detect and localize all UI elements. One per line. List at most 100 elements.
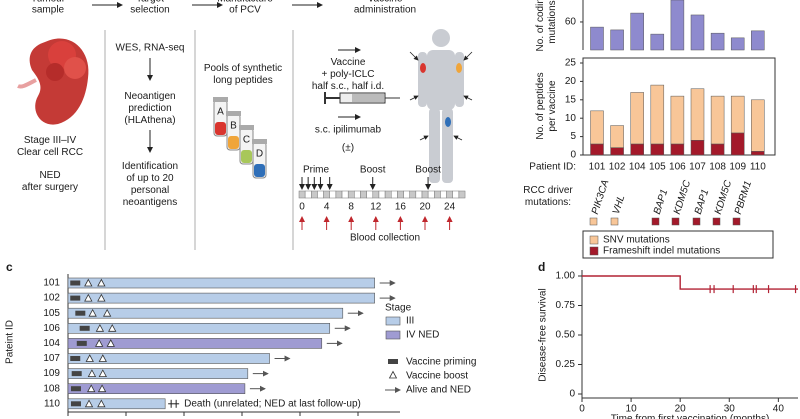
driver-square (692, 217, 701, 226)
step-header: Manufactureof PCV (217, 0, 273, 15)
timeline-cell (298, 190, 306, 199)
patient-id: 101 (43, 278, 60, 289)
driver-square (651, 217, 660, 226)
gene-name: KDM5C (713, 178, 735, 215)
tube-cap (226, 111, 241, 116)
legend-boost (388, 370, 398, 379)
timeline-cell (347, 190, 355, 199)
timeline-cell (397, 190, 404, 199)
y-tick-label: 0 (569, 389, 575, 400)
peptide-pools: Pools of synthetic long peptides (204, 63, 282, 86)
y-tick-label: 0 (570, 150, 576, 161)
tube-liquid (254, 164, 265, 177)
timeline-cell (440, 190, 447, 199)
week-tick-label: 12 (370, 202, 382, 213)
driver-label-line: RCC driver (523, 185, 573, 196)
boost (87, 369, 97, 377)
tumour-status-line: after surgery (22, 182, 78, 193)
vaccine-text: Vaccine + poly-ICLC half s.c., half i.d. (312, 57, 384, 92)
week-tick-label: 4 (324, 202, 330, 213)
bar-segment (670, 95, 685, 145)
followup-bar (67, 368, 249, 379)
tube-label: A (217, 107, 224, 118)
boost (108, 323, 117, 332)
bar-segment (690, 140, 705, 156)
tube-cap (252, 139, 267, 144)
patient-id: 102 (609, 162, 626, 173)
patient-id: 104 (629, 162, 646, 173)
boost (97, 293, 106, 302)
week-tick-label: 24 (444, 202, 456, 213)
y-axis-label: No. of peptidesper vaccine (535, 72, 558, 139)
legend-swatch (589, 235, 599, 245)
legend-label: Alive and NED (406, 385, 471, 396)
driver-square (712, 217, 721, 226)
timeline-cell (329, 190, 337, 199)
legend-priming (388, 359, 398, 364)
tube-cap (239, 125, 254, 130)
followup-bar (67, 338, 323, 349)
gene-name: PIK3CA (590, 178, 612, 216)
bar-segment (730, 132, 745, 156)
gene-name: VHL (611, 194, 627, 216)
bar (650, 33, 665, 51)
timeline-cell (335, 190, 343, 199)
sequencing: WES, RNA-seq (116, 43, 185, 54)
patient-id: 106 (669, 162, 686, 173)
identification-line: of up to 20 (126, 173, 174, 184)
legend-frame (582, 230, 774, 259)
tumour-status-line: NED (39, 170, 60, 181)
boost (97, 384, 107, 393)
y-tick-label: 0.25 (556, 359, 576, 370)
priming (70, 401, 81, 407)
y-tick-label: 5 (570, 131, 576, 142)
bar (690, 14, 705, 51)
step-header-line: Target (136, 0, 164, 4)
step-header-line: Manufacture (217, 0, 273, 4)
survival-curve (582, 275, 798, 290)
tumour-stage-line: Stage III–IV (24, 135, 77, 146)
priming (76, 340, 87, 346)
boost (98, 369, 107, 377)
driver-label-line: mutations: (525, 197, 571, 208)
patient-id: 105 (649, 162, 666, 173)
vaccine-text-line: + poly-ICLC (321, 69, 374, 80)
step-header-line: of PCV (229, 4, 261, 15)
x-tick-label: 20 (675, 404, 687, 415)
boost (97, 278, 106, 287)
bar (630, 12, 644, 51)
y-tick-label: 20 (565, 76, 577, 87)
legend-label: IV NED (406, 330, 439, 341)
bar-segment (590, 110, 604, 145)
timeline-cell (323, 190, 331, 199)
timeline-cell (378, 190, 386, 199)
week-tick-label: 0 (299, 202, 305, 213)
boost (95, 339, 104, 347)
patient-id: 109 (43, 368, 60, 379)
timeline-cell (452, 190, 460, 199)
legend-label: Frameshift indel mutations (603, 246, 720, 257)
step-header: Targetselection (130, 0, 169, 15)
timeline-cell (311, 190, 318, 199)
bar-segment (751, 99, 765, 152)
panel-label: d (538, 260, 545, 274)
bar-segment (630, 92, 644, 145)
y-tick-label: 0.50 (556, 330, 576, 341)
legend-title: Stage (385, 303, 412, 314)
y-axis-label-line: per vaccine (547, 80, 558, 132)
tumour-status: NED after surgery (22, 170, 78, 193)
timeline-cell (458, 190, 466, 199)
prime-label: Prime (303, 165, 330, 176)
legend-label: Vaccine boost (406, 371, 468, 382)
followup-bar (67, 398, 166, 410)
identification: Identification of up to 20 personal neoanti… (122, 161, 178, 208)
boost (84, 293, 93, 302)
tumour-stage-line: Clear cell RCC (17, 147, 83, 158)
boost (102, 308, 112, 317)
tube-label: C (243, 135, 250, 146)
priming (70, 295, 81, 301)
separators (104, 30, 294, 250)
driver-square (671, 217, 680, 226)
timeline-cell (366, 190, 374, 199)
timeline-cell (384, 190, 392, 199)
